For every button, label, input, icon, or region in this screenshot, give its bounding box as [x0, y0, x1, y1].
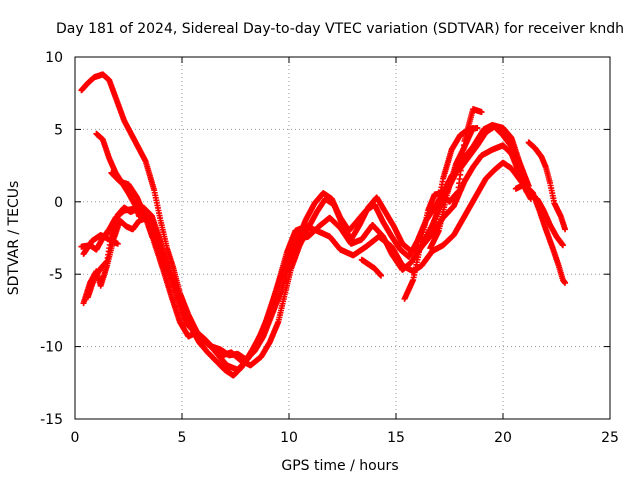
plus-marker: [378, 272, 385, 279]
plus-marker: [114, 240, 121, 247]
y-tick-label: 0: [54, 195, 63, 211]
series-arc-5: [93, 130, 143, 220]
series-arc-10: [427, 124, 477, 252]
plot-frame: [74, 56, 611, 420]
series-arc-8: [401, 106, 485, 302]
series-arc-13: [534, 195, 566, 249]
series-arc-11: [525, 139, 569, 233]
series-arc-12: [512, 181, 569, 286]
y-tick-label: -5: [49, 267, 63, 283]
plus-marker: [136, 213, 143, 220]
series-arc-6: [108, 169, 173, 276]
plus-marker: [166, 269, 173, 276]
plus-marker: [562, 226, 569, 233]
series-arc-7: [80, 232, 121, 257]
x-tick-label: 5: [178, 430, 187, 446]
x-tick-labels: 0 5 10 15 20 25: [71, 430, 619, 446]
y-tick-label: -15: [40, 412, 63, 428]
x-tick-label: 20: [494, 430, 512, 446]
y-tick-label: -10: [40, 340, 63, 356]
plus-marker: [559, 242, 566, 249]
y-tick-label: 5: [54, 122, 63, 138]
data-markers: [78, 71, 569, 379]
x-tick-label: 10: [280, 430, 298, 446]
y-tick-label: 10: [45, 50, 63, 66]
axis-ticks: [74, 56, 611, 420]
y-axis-label: SDTVAR / TECUs: [6, 181, 22, 296]
x-tick-label: 25: [601, 430, 619, 446]
plus-marker: [478, 109, 485, 116]
plus-marker: [470, 124, 477, 131]
series-arc-2: [78, 142, 530, 379]
x-tick-label: 0: [71, 430, 80, 446]
plus-marker: [562, 279, 569, 286]
chart-title: Day 181 of 2024, Sidereal Day-to-day VTE…: [56, 21, 624, 37]
series-arc-14: [358, 256, 385, 279]
grid-lines: [75, 57, 610, 419]
x-axis-label: GPS time / hours: [281, 458, 398, 474]
y-tick-labels: -15 -10 -5 0 5 10: [40, 50, 63, 428]
x-tick-label: 15: [387, 430, 405, 446]
